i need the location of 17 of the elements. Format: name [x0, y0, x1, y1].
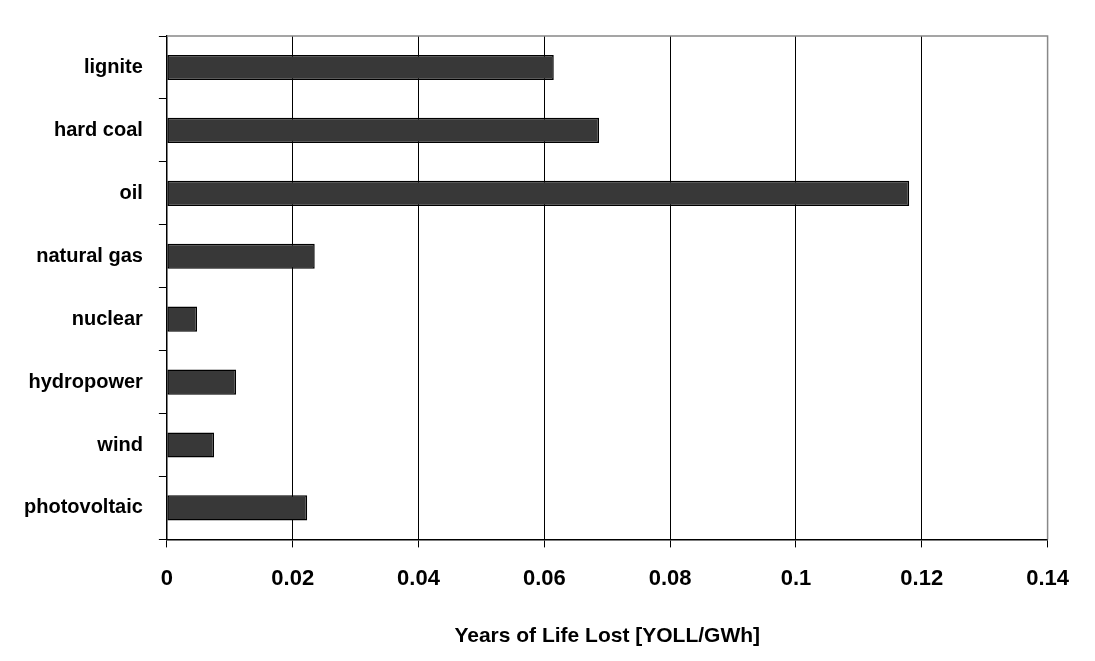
x-tick-label: 0.06: [522, 564, 566, 590]
y-tick-label: wind: [96, 432, 143, 455]
x-tick-label: 0.08: [648, 564, 692, 590]
x-tick-label: 0: [160, 564, 174, 590]
x-tick-label: 0.14: [1026, 564, 1070, 590]
x-tick-label: 0.1: [780, 564, 812, 590]
y-tick-label: hydropower: [28, 369, 144, 392]
y-tick-label: photovoltaic: [24, 495, 143, 518]
y-tick-label: oil: [119, 180, 143, 203]
y-tick-label: lignite: [84, 54, 143, 77]
y-tick-label: hard coal: [53, 117, 143, 140]
x-axis-title: Years of Life Lost [YOLL/GWh]: [454, 623, 761, 647]
y-tick-label: nuclear: [71, 306, 144, 329]
x-tick-label: 0.04: [397, 564, 441, 590]
x-tick-label: 0.12: [900, 564, 944, 590]
x-tick-label: 0.02: [271, 564, 315, 590]
y-tick-label: natural gas: [36, 243, 143, 266]
